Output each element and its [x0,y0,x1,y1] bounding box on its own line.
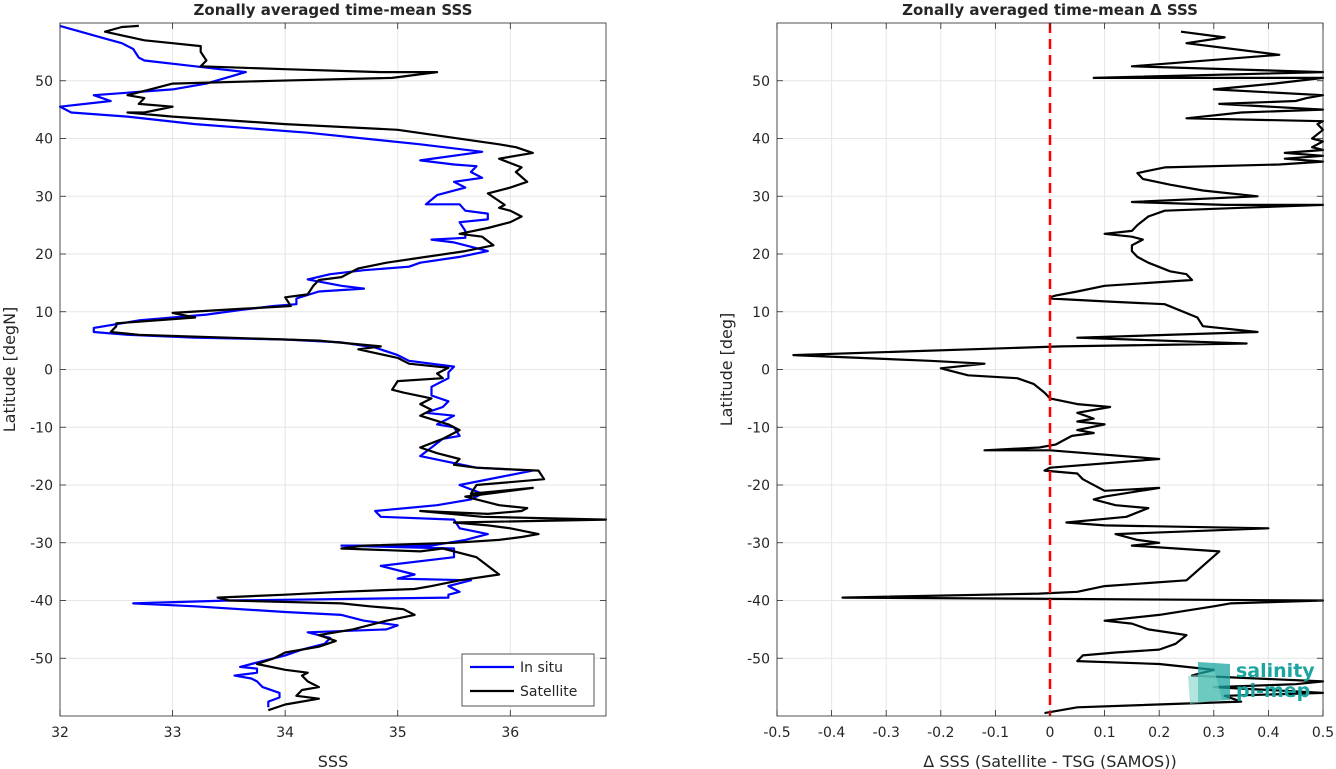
delta-x-tick-label: 0.2 [1148,725,1170,741]
delta-x-tick-label: -0.1 [982,725,1009,741]
delta-y-tick-label: -30 [747,536,770,552]
logo-text-pi-mep: pi-mep [1236,680,1310,702]
sss-series-group [58,24,608,712]
delta-x-tick-label: 0.1 [1093,725,1115,741]
sss-y-tick-label: -30 [30,536,53,552]
sss-x-tick-label: 34 [276,725,294,741]
delta-y-tick-label: 10 [752,305,770,321]
sss-series-line-in-situ [58,24,534,708]
delta-ticks: -0.5 -0.4 -0.3 -0.2 -0.1 0 0.1 0.2 0.3 0.4 0.5 -50 -… [747,23,1334,741]
delta-y-tick-label: 0 [761,363,770,379]
delta-y-tick-label: -10 [747,420,770,436]
sss-x-axis-label: SSS [318,752,348,769]
sss-y-tick-label: 30 [35,189,53,205]
sss-x-tick-label: 33 [164,725,182,741]
delta-title: Zonally averaged time-mean Δ SSS [902,1,1198,19]
delta-series-group [792,30,1325,715]
sss-series-line-satellite [103,24,608,712]
sss-grid [59,23,606,716]
delta-x-tick-label: -0.5 [763,725,790,741]
delta-y-tick-label: 30 [752,189,770,205]
sss-y-tick-label: 10 [35,305,53,321]
delta-sss-panel: salinity pi-mep -0.5 -0.4 -0.3 -0.2 -0.1 0 0.1… [717,1,1334,769]
legend-box [461,653,595,707]
legend-label-in-situ: In situ [520,660,563,676]
delta-y-tick-label: 50 [752,74,770,90]
delta-y-tick-label: 40 [752,132,770,148]
delta-x-tick-label: 0.3 [1203,725,1225,741]
sss-y-tick-label: -20 [30,478,53,494]
delta-y-tick-label: -50 [747,651,770,667]
sss-x-tick-label: 32 [51,725,69,741]
sss-ticks: 32 33 34 35 36 -50 -40 -30 -20 -10 0 10 20 30 40 50 [30,23,606,741]
delta-x-tick-label: 0 [1046,725,1055,741]
delta-x-tick-label: -0.3 [873,725,900,741]
delta-y-tick-label: 20 [752,247,770,263]
sss-y-axis-label: Latitude [degN] [0,307,19,433]
sss-y-tick-label: 0 [44,363,53,379]
delta-x-tick-label: 0.4 [1257,725,1279,741]
sss-y-tick-label: -10 [30,420,53,436]
logo-mark-shade [1188,672,1222,704]
sss-y-tick-label: 50 [35,74,53,90]
delta-series-line-delta [792,30,1325,715]
delta-x-tick-label: -0.2 [927,725,954,741]
delta-x-tick-label: 0.5 [1312,725,1334,741]
sss-y-tick-label: -40 [30,594,53,610]
sss-x-tick-label: 36 [501,725,519,741]
sss-legend: In situ Satellite [461,653,595,707]
delta-y-tick-label: -20 [747,478,770,494]
delta-y-tick-label: -40 [747,594,770,610]
delta-y-axis-label: Latitude [deg] [717,313,736,427]
sss-title: Zonally averaged time-mean SSS [194,1,473,19]
sss-y-tick-label: -50 [30,651,53,667]
sss-panel: 32 33 34 35 36 -50 -40 -30 -20 -10 0 10 20 30 40 50 Zon… [0,1,608,769]
logo-text-salinity: salinity [1236,660,1315,682]
sss-y-tick-label: 20 [35,247,53,263]
legend-label-satellite: Satellite [520,684,577,700]
delta-x-tick-label: -0.4 [818,725,845,741]
sss-x-tick-label: 35 [389,725,407,741]
salinity-pi-mep-logo: salinity pi-mep [1188,660,1315,704]
delta-x-axis-label: Δ SSS (Satellite - TSG (SAMOS)) [923,752,1176,769]
sss-y-tick-label: 40 [35,132,53,148]
